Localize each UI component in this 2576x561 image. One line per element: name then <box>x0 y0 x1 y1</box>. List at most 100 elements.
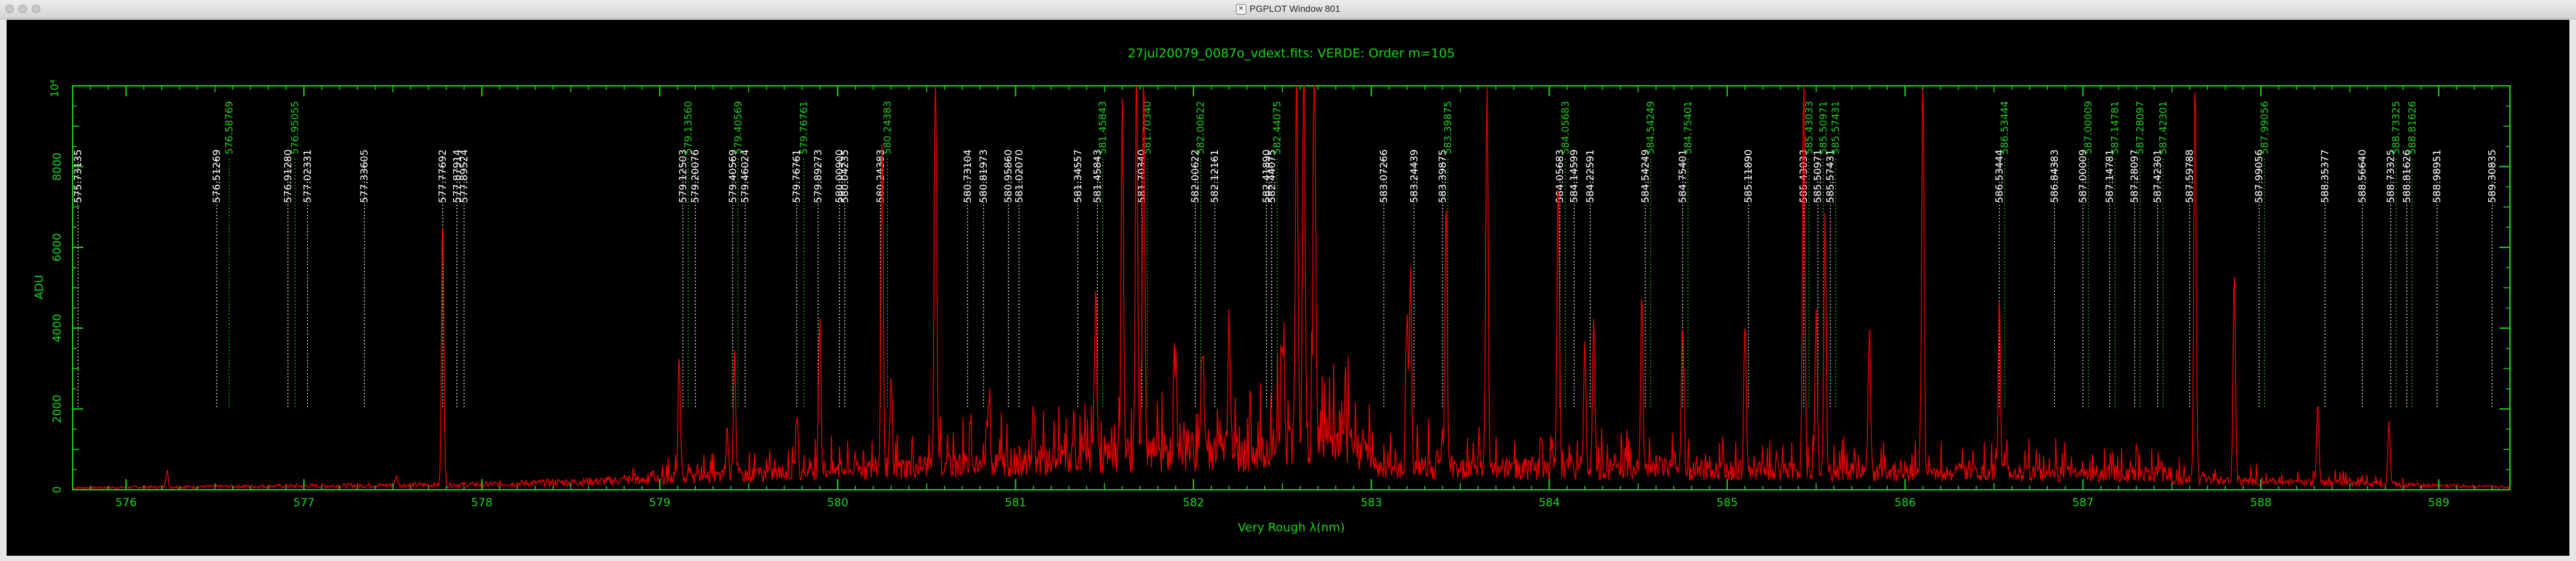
line-label: 584.75401 <box>1682 101 1694 154</box>
line-label: 576.51269 <box>211 149 223 203</box>
x-tick-label: 582 <box>1183 496 1204 510</box>
line-label: 580.81973 <box>978 149 989 203</box>
line-label: 576.95055 <box>289 101 301 154</box>
y-tick-label: 8000 <box>51 152 64 181</box>
line-label: 584.75401 <box>1677 149 1689 203</box>
line-label: 584.05683 <box>1554 149 1566 203</box>
line-label: 581.45843 <box>1091 149 1103 203</box>
line-label: 579.40569 <box>727 149 738 203</box>
line-label: 581.34557 <box>1072 149 1084 203</box>
line-label: 587.42301 <box>2152 149 2164 203</box>
line-label: 584.05683 <box>1559 101 1571 154</box>
x-tick-label: 581 <box>1005 496 1026 510</box>
line-label: 576.91280 <box>282 149 294 203</box>
line-label: 589.30835 <box>2486 149 2498 203</box>
x-tick-label: 577 <box>293 496 314 510</box>
window-titlebar: ✕ PGPLOT Window 801 <box>0 0 2576 19</box>
line-label: 587.14781 <box>2104 149 2116 203</box>
line-label: 585.57431 <box>1830 101 1842 154</box>
line-label: 585.43033 <box>1803 101 1815 154</box>
line-label: 580.73104 <box>962 149 974 203</box>
line-label: 586.53444 <box>1999 101 2011 154</box>
line-label: 577.33605 <box>359 149 371 203</box>
line-label: 583.07266 <box>1378 149 1390 203</box>
x-tick-label: 588 <box>2250 496 2272 510</box>
x-tick-label: 580 <box>827 496 848 510</box>
line-label: 587.00009 <box>2077 149 2089 203</box>
line-label: 587.28097 <box>2129 149 2141 203</box>
line-label: 586.84383 <box>2048 149 2060 203</box>
line-label: 582.00622 <box>1190 149 1201 203</box>
y-tick-label: 2000 <box>51 395 64 423</box>
x-tick-label: 578 <box>471 496 492 510</box>
line-label: 583.24439 <box>1408 149 1420 203</box>
line-label: 587.99056 <box>2258 101 2270 154</box>
x-axis-label: Very Rough λ(nm) <box>1238 521 1345 535</box>
x-tick-label: 576 <box>116 496 137 510</box>
line-label: 588.81626 <box>2406 101 2418 154</box>
line-label: 588.73325 <box>2385 149 2397 203</box>
line-label: 584.54249 <box>1645 101 1657 154</box>
line-label: 585.11890 <box>1742 149 1754 203</box>
line-label: 588.56640 <box>2356 149 2368 203</box>
y-axis-label: ADU <box>33 275 46 299</box>
line-label: 580.24383 <box>882 101 894 154</box>
line-label: 579.46024 <box>739 149 751 203</box>
line-label: 582.44075 <box>1271 101 1283 154</box>
line-label: 580.24383 <box>875 149 886 203</box>
line-label: 579.13560 <box>682 101 694 154</box>
line-label: 588.73325 <box>2390 101 2402 154</box>
line-label: 582.12161 <box>1209 149 1221 203</box>
line-label: 587.99056 <box>2253 149 2265 203</box>
y-axis-top-label: 10⁴ <box>48 80 61 98</box>
line-label: 579.89273 <box>812 149 824 203</box>
plot-area: 27jul20079_0087o_vdext.fits: VERDE: Orde… <box>7 20 2569 556</box>
line-label: 585.57431 <box>1824 149 1836 203</box>
x-tick-label: 589 <box>2428 496 2449 510</box>
x-tick-label: 579 <box>649 496 670 510</box>
line-label: 580.04235 <box>839 149 851 203</box>
line-label: 585.50971 <box>1817 101 1829 154</box>
line-label: 581.45843 <box>1096 101 1108 154</box>
y-tick-label: 0 <box>51 486 64 494</box>
y-tick-label: 4000 <box>51 314 64 343</box>
line-label: 588.35377 <box>2319 149 2331 203</box>
line-label: 579.76761 <box>798 101 810 154</box>
line-label: 588.81626 <box>2401 149 2413 203</box>
line-label: 584.22591 <box>1584 149 1596 203</box>
line-label: 582.00622 <box>1195 101 1207 154</box>
y-tick-label: 6000 <box>51 233 64 261</box>
line-label: 587.14781 <box>2109 101 2121 154</box>
x-tick-label: 585 <box>1717 496 1738 510</box>
line-label: 579.40569 <box>732 101 744 154</box>
window-title: ✕ PGPLOT Window 801 <box>0 3 2576 15</box>
x-tick-label: 586 <box>1894 496 1915 510</box>
spectrum-chart: 27jul20079_0087o_vdext.fits: VERDE: Orde… <box>7 20 2569 556</box>
line-label: 577.77692 <box>437 149 448 203</box>
window-title-text: PGPLOT Window 801 <box>1250 3 1340 14</box>
line-label: 579.76761 <box>791 149 803 203</box>
line-label: 579.20076 <box>690 149 701 203</box>
line-label: 587.42301 <box>2157 101 2169 154</box>
line-label: 579.12503 <box>677 149 689 203</box>
chart-title: 27jul20079_0087o_vdext.fits: VERDE: Orde… <box>1127 46 1454 61</box>
line-label: 585.50971 <box>1812 149 1824 203</box>
line-label: 577.02331 <box>302 149 314 203</box>
x-tick-label: 587 <box>2072 496 2093 510</box>
line-label: 584.14599 <box>1568 149 1580 203</box>
line-label: 585.43033 <box>1798 149 1810 203</box>
line-label: 583.39875 <box>1437 149 1449 203</box>
line-label: 584.54249 <box>1639 149 1651 203</box>
line-label: 575.73135 <box>72 149 84 203</box>
line-label: 582.44075 <box>1266 149 1277 203</box>
line-label: 586.53444 <box>1993 149 2005 203</box>
x-tick-label: 584 <box>1538 496 1559 510</box>
line-label: 583.39875 <box>1442 101 1454 154</box>
x-tick-label: 583 <box>1361 496 1382 510</box>
line-labels: 575.73135 576.51269576.58769576.91280576.… <box>72 101 2498 203</box>
line-label: 577.89524 <box>458 149 470 203</box>
line-label: 581.02070 <box>1013 149 1025 203</box>
line-label: 587.00009 <box>2083 101 2094 154</box>
line-label: 588.98951 <box>2431 149 2443 203</box>
